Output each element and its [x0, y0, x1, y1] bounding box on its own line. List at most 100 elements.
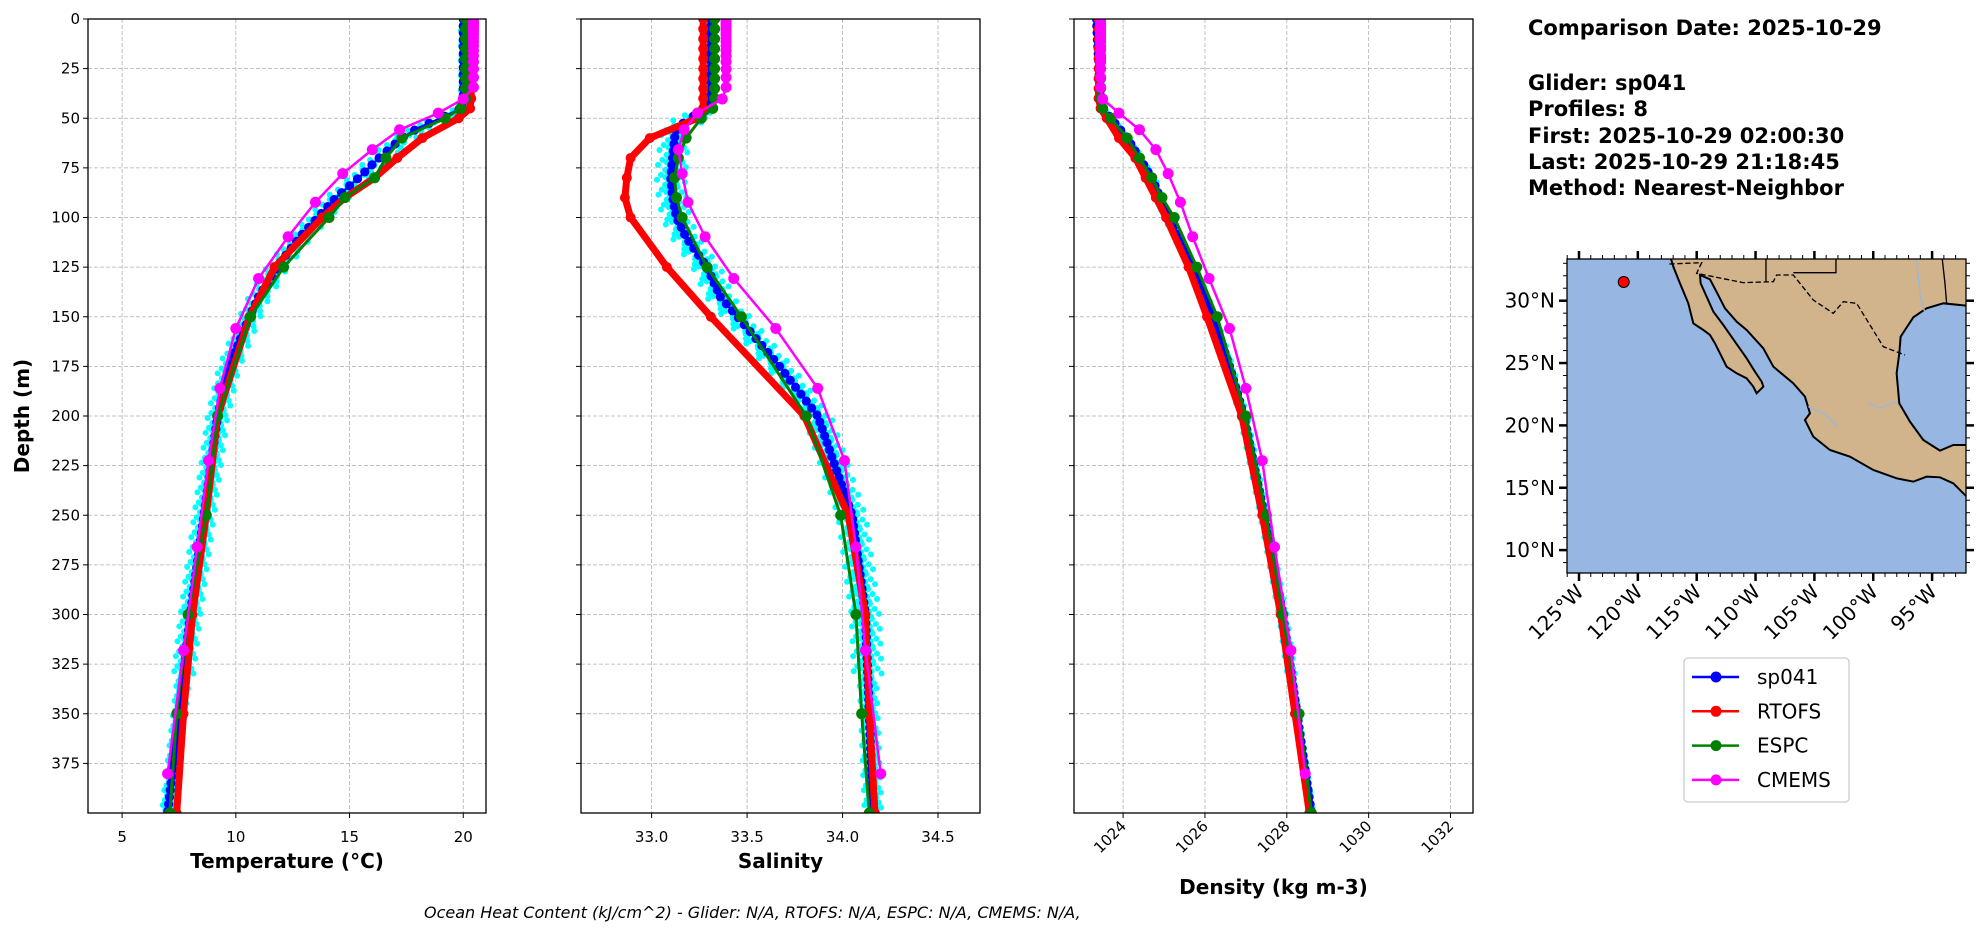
data-point — [856, 708, 868, 720]
profile-point — [180, 593, 187, 600]
data-point — [455, 102, 467, 114]
lon-tick-label: 95°W — [1886, 579, 1942, 635]
y-tick-label: 275 — [51, 556, 80, 574]
data-point — [1097, 102, 1109, 114]
data-point — [838, 455, 850, 467]
profile-point — [860, 787, 867, 794]
profile-point — [198, 459, 205, 466]
data-point — [875, 768, 887, 780]
profile-point — [192, 504, 199, 511]
legend-marker — [1710, 671, 1722, 683]
profile-point — [795, 372, 802, 379]
y-tick-label: 300 — [51, 606, 80, 624]
y-tick-label: 350 — [51, 705, 80, 723]
country-border — [1669, 261, 1906, 356]
data-point — [698, 93, 709, 104]
legend-label: CMEMS — [1757, 768, 1831, 792]
data-point — [214, 382, 226, 394]
profile-point — [203, 566, 210, 573]
data-point — [715, 292, 725, 302]
profile-point — [708, 253, 715, 260]
profile-point — [655, 191, 662, 198]
data-point — [457, 93, 469, 105]
data-point — [824, 445, 835, 455]
data-point — [698, 19, 709, 24]
x-tick-label: 20 — [454, 828, 473, 846]
lon-tick-label: 125°W — [1524, 579, 1589, 644]
profile-point — [877, 789, 884, 796]
profile-point — [755, 350, 762, 357]
data-point — [835, 509, 847, 521]
profile-point — [685, 208, 692, 215]
data-point — [684, 236, 694, 246]
data-point — [672, 144, 684, 156]
profile-point — [718, 268, 725, 275]
data-point — [1240, 382, 1252, 394]
data-point — [344, 181, 355, 191]
profile-point — [865, 536, 872, 543]
profile-point — [807, 387, 814, 394]
data-point — [1202, 311, 1212, 322]
data-point — [369, 172, 381, 184]
data-point — [367, 160, 377, 170]
profile-count: Profiles: 8 — [1528, 97, 1648, 121]
legend-entry-rtofs: RTOFS — [1692, 699, 1821, 723]
data-point — [162, 768, 174, 780]
data-point — [709, 63, 721, 75]
data-point — [661, 262, 672, 273]
legend-entry-cmems: CMEMS — [1692, 768, 1831, 792]
profile-point — [850, 668, 857, 675]
profile-point — [250, 323, 257, 330]
profile-point — [705, 295, 712, 302]
series-line — [1099, 19, 1307, 774]
data-point — [720, 63, 732, 75]
profile-point — [863, 546, 870, 553]
data-point — [1305, 807, 1317, 813]
series-espc — [669, 19, 875, 813]
profile-point — [871, 605, 878, 612]
data-point — [1156, 192, 1168, 204]
data-point — [1113, 107, 1125, 119]
legend-marker — [1710, 740, 1722, 752]
profile-point — [878, 804, 885, 811]
data-point — [467, 81, 479, 93]
profile-point — [196, 474, 203, 481]
profile-point — [192, 655, 199, 662]
data-point — [699, 231, 711, 243]
data-point — [191, 541, 203, 553]
legend-entry-sp041: sp041 — [1692, 665, 1818, 689]
series-line — [677, 19, 882, 774]
x-axis-label: Temperature (°C) — [190, 849, 384, 873]
data-point — [203, 455, 215, 467]
axes-frame — [580, 18, 981, 814]
data-point — [709, 23, 721, 35]
x-axis-label: Salinity — [738, 849, 823, 873]
data-point — [827, 452, 837, 462]
panel-density: 1024 1026 1028 1030 1032 Density (kg m-3) — [1069, 18, 1474, 899]
x-tick-label: 15 — [340, 828, 359, 846]
profile-point — [660, 201, 667, 208]
data-point — [396, 132, 408, 144]
profile-point — [730, 325, 737, 332]
x-tick-label: 34.5 — [921, 828, 954, 846]
data-point — [1269, 541, 1281, 553]
profile-point — [662, 221, 669, 228]
profile-point — [660, 142, 667, 149]
profile-point — [681, 112, 688, 119]
profile-point — [670, 117, 677, 124]
profile-point — [190, 670, 197, 677]
profile-point — [224, 417, 231, 424]
profile-point — [222, 412, 229, 419]
profile-point — [872, 620, 879, 627]
profile-point — [875, 610, 882, 617]
lat-tick-label: 20°N — [1505, 413, 1555, 437]
data-point — [1203, 272, 1215, 284]
profile-point — [397, 144, 404, 151]
series-cmems — [1095, 19, 1311, 780]
series-cmems — [672, 19, 887, 780]
legend-entry-espc: ESPC — [1692, 734, 1808, 758]
data-point — [625, 212, 636, 223]
profile-point — [730, 320, 737, 327]
profile-point — [202, 429, 209, 436]
profile-point — [873, 635, 880, 642]
